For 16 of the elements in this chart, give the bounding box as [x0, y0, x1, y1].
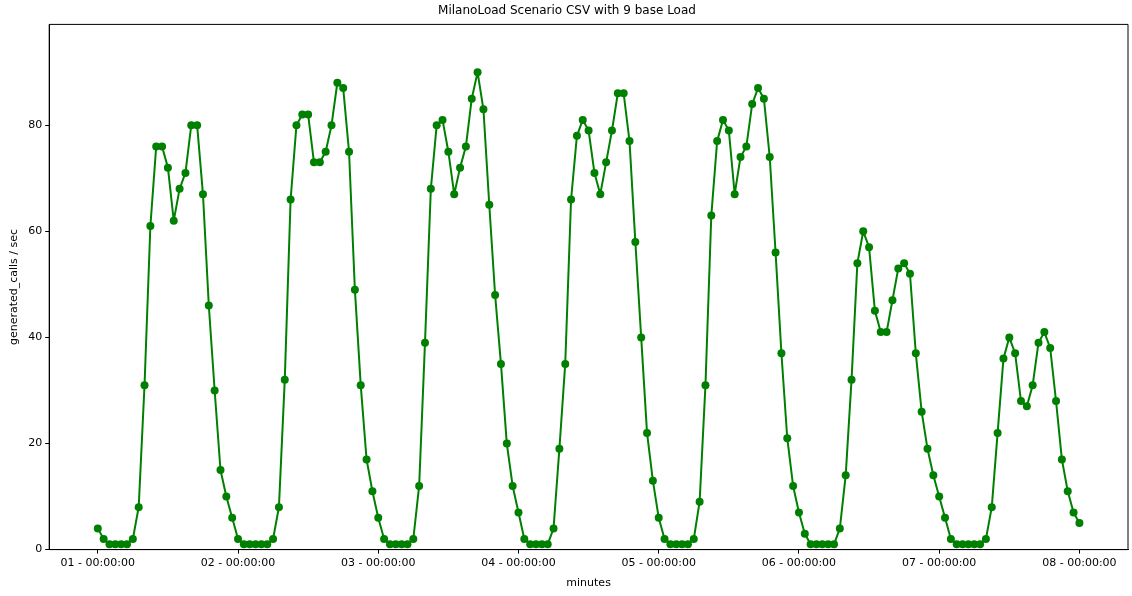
- x-tick-label: 04 - 00:00:00: [481, 556, 556, 570]
- x-tick-label: 05 - 00:00:00: [621, 556, 696, 570]
- x-tick-label: 08 - 00:00:00: [1042, 556, 1117, 570]
- x-tick-label: 03 - 00:00:00: [341, 556, 416, 570]
- y-tick-label: 20: [28, 436, 43, 450]
- y-tick-label: 40: [28, 330, 43, 344]
- x-axis-title: minutes: [566, 576, 612, 590]
- x-tick-label: 07 - 00:00:00: [901, 556, 977, 570]
- y-axis-title: generated_calls / sec: [7, 228, 21, 346]
- y-tick-label: 60: [28, 224, 43, 238]
- x-tick-label: 01 - 00:00:00: [60, 556, 135, 570]
- x-tick-label: 06 - 00:00:00: [761, 556, 837, 570]
- chart-title: MilanoLoad Scenario CSV with 9 base Load: [438, 3, 696, 18]
- x-tick-label: 02 - 00:00:00: [200, 556, 276, 570]
- y-tick-label: 0: [35, 542, 43, 556]
- y-tick-label: 80: [28, 118, 43, 132]
